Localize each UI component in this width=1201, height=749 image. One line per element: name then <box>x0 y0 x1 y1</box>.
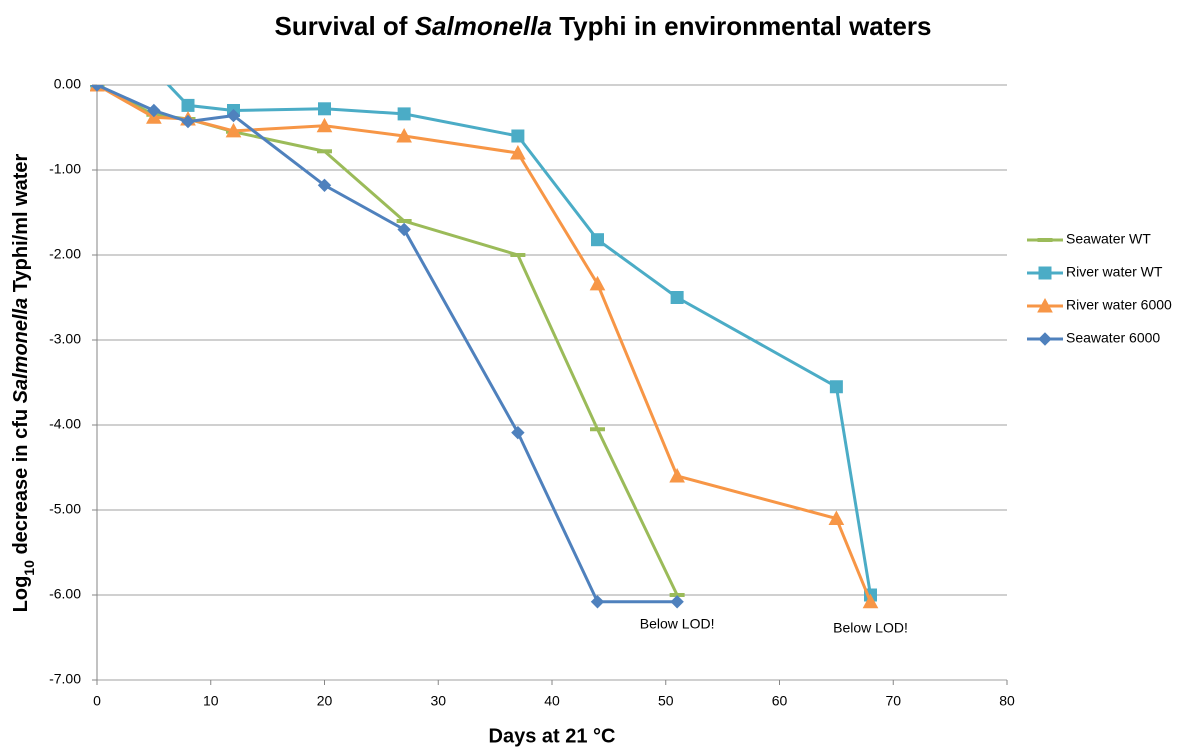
y-tick-label: -2.00 <box>49 246 81 262</box>
x-tick-label: 60 <box>772 693 788 709</box>
marker <box>225 122 242 138</box>
marker <box>181 114 195 129</box>
marker <box>590 595 605 609</box>
y-tick-label: -7.00 <box>49 671 81 687</box>
y-tick-label: -3.00 <box>49 331 81 347</box>
x-tick-label: 80 <box>999 693 1015 709</box>
marker <box>669 467 685 483</box>
marker <box>510 253 526 257</box>
grid: 0.00 -1.00 -2.00 -3.00 -4.00 -5.00 -6.00 -7.00 0… <box>49 76 1015 709</box>
y-tick-label: -5.00 <box>49 501 81 517</box>
chart-title: Survival of Salmonella Typhi in environm… <box>275 11 932 41</box>
plot <box>90 64 879 609</box>
x-tick-label: 40 <box>544 693 560 709</box>
x-tick-label: 30 <box>430 693 446 709</box>
marker <box>670 595 684 609</box>
marker <box>396 127 412 143</box>
annotation: Below LOD! <box>640 615 715 631</box>
legend: Seawater WT River water WT River water 600… <box>1027 231 1172 346</box>
y-axis-label: Log10 decrease in cfu Salmonella Typhi/m… <box>10 153 36 612</box>
marker <box>316 117 333 133</box>
marker <box>148 64 160 76</box>
y-tick-label: -4.00 <box>49 416 81 432</box>
annotation: Below LOD! <box>833 620 908 636</box>
x-tick-label: 0 <box>93 693 101 709</box>
marker <box>397 107 411 121</box>
marker <box>397 222 411 237</box>
legend-label: River water 6000 <box>1066 297 1172 313</box>
legend-label: River water WT <box>1066 264 1163 280</box>
marker <box>862 593 879 609</box>
x-tick-label: 20 <box>317 693 333 709</box>
marker <box>670 291 684 304</box>
series-line <box>96 85 872 603</box>
marker <box>396 219 412 223</box>
marker <box>511 129 525 143</box>
marker <box>828 510 845 525</box>
y-tick-label: -1.00 <box>49 161 81 177</box>
marker <box>1038 266 1052 280</box>
x-tick-label: 70 <box>885 693 901 709</box>
marker <box>511 425 525 440</box>
marker <box>591 233 604 247</box>
marker <box>590 427 605 432</box>
marker <box>318 102 331 116</box>
marker <box>226 108 241 123</box>
marker <box>181 98 195 112</box>
series <box>90 64 877 602</box>
marker <box>829 380 843 394</box>
marker <box>317 149 332 154</box>
marker <box>317 178 332 193</box>
marker <box>1037 297 1053 313</box>
marker <box>1037 238 1053 242</box>
y-tick-label: 0.00 <box>54 76 81 92</box>
x-tick-label: 50 <box>658 693 674 709</box>
series-line <box>96 85 678 604</box>
marker <box>147 103 161 118</box>
legend-label: Seawater WT <box>1066 231 1151 247</box>
series <box>90 85 684 609</box>
marker <box>589 275 606 291</box>
marker <box>1038 332 1052 346</box>
marker <box>510 144 526 160</box>
y-tick-label: -6.00 <box>49 586 81 602</box>
legend-label: Seawater 6000 <box>1066 330 1160 346</box>
marker <box>90 85 104 92</box>
x-axis-label: Days at 21 °C <box>489 725 616 747</box>
x-tick-label: 10 <box>203 693 219 709</box>
